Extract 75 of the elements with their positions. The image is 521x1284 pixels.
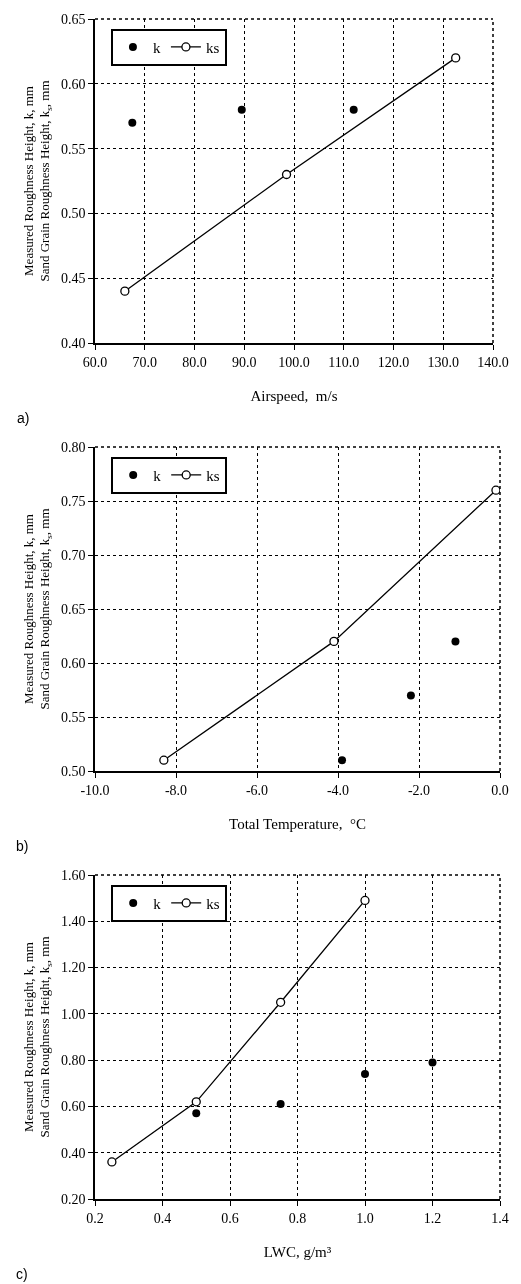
point [107,1157,117,1167]
point [191,1097,201,1107]
x-tick-label: 80.0 [182,354,207,370]
y-tick-label: 0.70 [60,547,86,563]
y-tick-label: 0.65 [60,601,86,617]
y-tick-label: 0.80 [60,439,86,455]
y-tick-label: 1.00 [60,1006,86,1022]
point [276,1100,285,1109]
x-tick-label: 130.0 [427,354,459,370]
point [428,1058,437,1067]
x-tick-label: -6.0 [245,782,269,798]
point [451,637,460,646]
legend-label: ks [205,39,220,56]
y-tick-label: 0.65 [60,11,86,27]
x-tick-label: 120.0 [377,354,410,370]
point [128,118,137,127]
y-tick-label: 0.80 [60,1053,86,1069]
point [406,691,415,700]
legend-label: ks [206,467,220,484]
x-tick-label: 0.0 [491,782,509,798]
legend-label: k [153,467,162,484]
x-tick-label: 0.6 [221,1210,239,1226]
x-tick-label: 140.0 [477,354,509,370]
text: b) [16,838,29,854]
legend-label: k [153,895,162,912]
x-tick-label: -10.0 [80,782,110,798]
x-tick-label: 60.0 [82,354,108,370]
x-tick-label: 1.2 [423,1210,442,1226]
y-tick-label: 0.60 [60,1099,86,1115]
x-tick-label: 1.0 [356,1210,374,1226]
x-tick-label: -4.0 [326,782,350,798]
point [349,105,358,114]
y-tick-label: 0.50 [60,763,86,779]
x-tick-label: 0.8 [288,1210,307,1226]
text: a) [17,410,30,426]
point [159,755,169,765]
y-tick-label: 1.20 [60,960,86,976]
legend-label: ks [206,895,220,912]
x-tick-label: 1.4 [491,1210,509,1226]
y-tick-label: 0.50 [60,206,86,222]
x-tick-label: -8.0 [164,782,188,798]
y-tick-label: 0.45 [60,271,86,287]
point [192,1109,201,1118]
x-axis-title: Total Temperature, °C [229,816,366,833]
point [361,1070,369,1079]
x-axis-title: Airspeed, m/s [250,388,338,405]
point [120,286,130,296]
point [329,636,339,647]
point [237,105,246,114]
point [338,756,347,765]
point [360,895,370,906]
x-tick-label: 0.2 [86,1210,104,1226]
y-tick-label: 0.60 [60,655,86,671]
x-tick-label: 0.4 [153,1210,172,1226]
y-tick-label: 0.55 [60,141,86,157]
y-tick-label: 0.60 [60,76,86,92]
x-tick-label: -2.0 [407,782,431,798]
x-tick-label: 110.0 [328,354,360,370]
legend-label: k [152,39,161,56]
y-tick-label: 0.75 [60,493,86,509]
y-tick-label: 0.40 [60,1145,86,1161]
x-tick-label: 100.0 [278,354,310,370]
x-tick-label: 70.0 [132,354,157,370]
y-tick-label: 1.40 [60,914,86,930]
y-tick-label: 0.20 [60,1191,86,1207]
x-axis-title: LWC, g/m³ [263,1244,332,1261]
x-tick-label: 90.0 [232,354,257,370]
point [281,169,292,180]
y-tick-label: 0.40 [60,335,86,351]
point [491,485,500,495]
text: c) [16,1266,28,1282]
point [275,997,286,1007]
point [451,53,461,63]
y-tick-label: 0.55 [60,709,86,725]
y-tick-label: 1.60 [60,867,86,883]
